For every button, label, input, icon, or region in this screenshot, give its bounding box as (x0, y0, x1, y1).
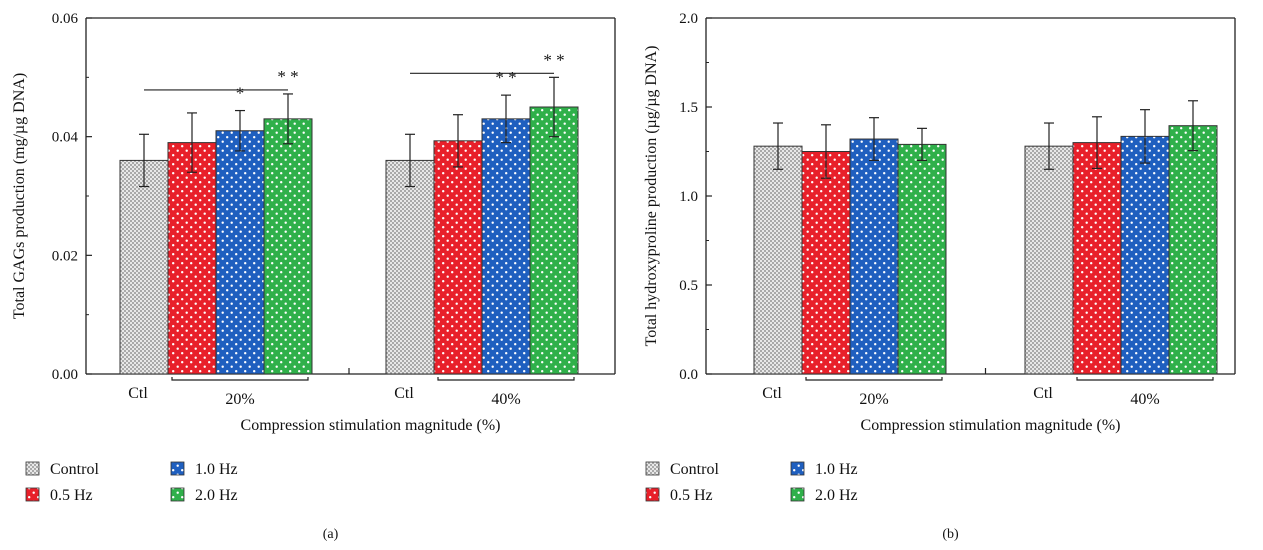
ctl-label: Ctl (128, 385, 148, 402)
y-tick-label: 0.02 (52, 248, 78, 264)
significance-mark: * * (277, 67, 298, 86)
magnitude-label: 40% (491, 391, 520, 408)
magnitude-label: 40% (1130, 391, 1159, 408)
x-axis-title: Compression stimulation magnitude (%) (861, 417, 1121, 434)
legend-swatch (170, 487, 185, 502)
y-tick-label: 1.0 (679, 189, 698, 205)
y-tick-label: 2.0 (679, 11, 698, 27)
ctl-label: Ctl (394, 385, 414, 402)
legend-swatch (645, 487, 660, 502)
magnitude-bracket (805, 377, 943, 381)
magnitude-label: 20% (225, 391, 254, 408)
magnitude-bracket (1076, 377, 1214, 381)
bar (119, 159, 169, 375)
legend-label: Control (50, 461, 99, 478)
legend-label: Control (670, 461, 719, 478)
legend-label: 2.0 Hz (815, 487, 858, 504)
panel-b-chart: 0.0 0.5 1.0 1.5 2.0 Ctl 20% Ctl 40% Compression s… (643, 11, 1236, 542)
legend-label: 1.0 Hz (815, 461, 858, 478)
legend-swatch (645, 461, 660, 476)
bar (433, 140, 483, 375)
y-tick-label: 0.04 (52, 130, 79, 146)
ctl-label: Ctl (762, 385, 782, 402)
legend-swatch (25, 487, 40, 502)
bar (897, 143, 947, 375)
legend-label: 1.0 Hz (195, 461, 238, 478)
panel-label: (b) (942, 527, 959, 542)
magnitude-bracket (171, 377, 309, 381)
x-axis-title: Compression stimulation magnitude (%) (241, 417, 501, 434)
significance-mark: * * (543, 50, 564, 69)
bar (1024, 145, 1074, 375)
y-tick-label: 0.06 (52, 11, 79, 27)
legend-label: 0.5 Hz (670, 487, 713, 504)
legend-swatch (790, 487, 805, 502)
bar (167, 142, 217, 375)
y-tick-label: 1.5 (679, 100, 698, 116)
y-tick-label: 0.5 (679, 278, 698, 294)
bar (801, 151, 851, 375)
magnitude-bracket (437, 377, 575, 381)
y-tick-label: 0.0 (679, 367, 698, 383)
bar (263, 118, 313, 375)
bar (1168, 125, 1218, 375)
legend-swatch (25, 461, 40, 476)
legend-label: 0.5 Hz (50, 487, 93, 504)
y-axis-title: Total GAGs production (mg/µg DNA) (11, 73, 28, 319)
legend-swatch (170, 461, 185, 476)
magnitude-label: 20% (859, 391, 888, 408)
bar (529, 106, 579, 375)
significance-mark: * (236, 84, 245, 103)
bar (1072, 142, 1122, 375)
panel-a-chart: 0.00 0.02 0.04 0.06 * * * Ctl 20% * * * * Ctl 40% Co… (11, 11, 616, 542)
legend-label: 2.0 Hz (195, 487, 238, 504)
bar (753, 145, 803, 375)
bar (215, 130, 265, 375)
bar (849, 138, 899, 375)
legend-swatch (790, 461, 805, 476)
y-axis-title: Total hydroxyproline production (µg/µg D… (643, 46, 660, 347)
panel-label: (a) (323, 527, 339, 542)
ctl-label: Ctl (1033, 385, 1053, 402)
bar (481, 118, 531, 375)
bar (385, 159, 435, 375)
bar (1120, 135, 1170, 375)
significance-mark: * * (495, 68, 516, 87)
y-tick-label: 0.00 (52, 367, 78, 383)
